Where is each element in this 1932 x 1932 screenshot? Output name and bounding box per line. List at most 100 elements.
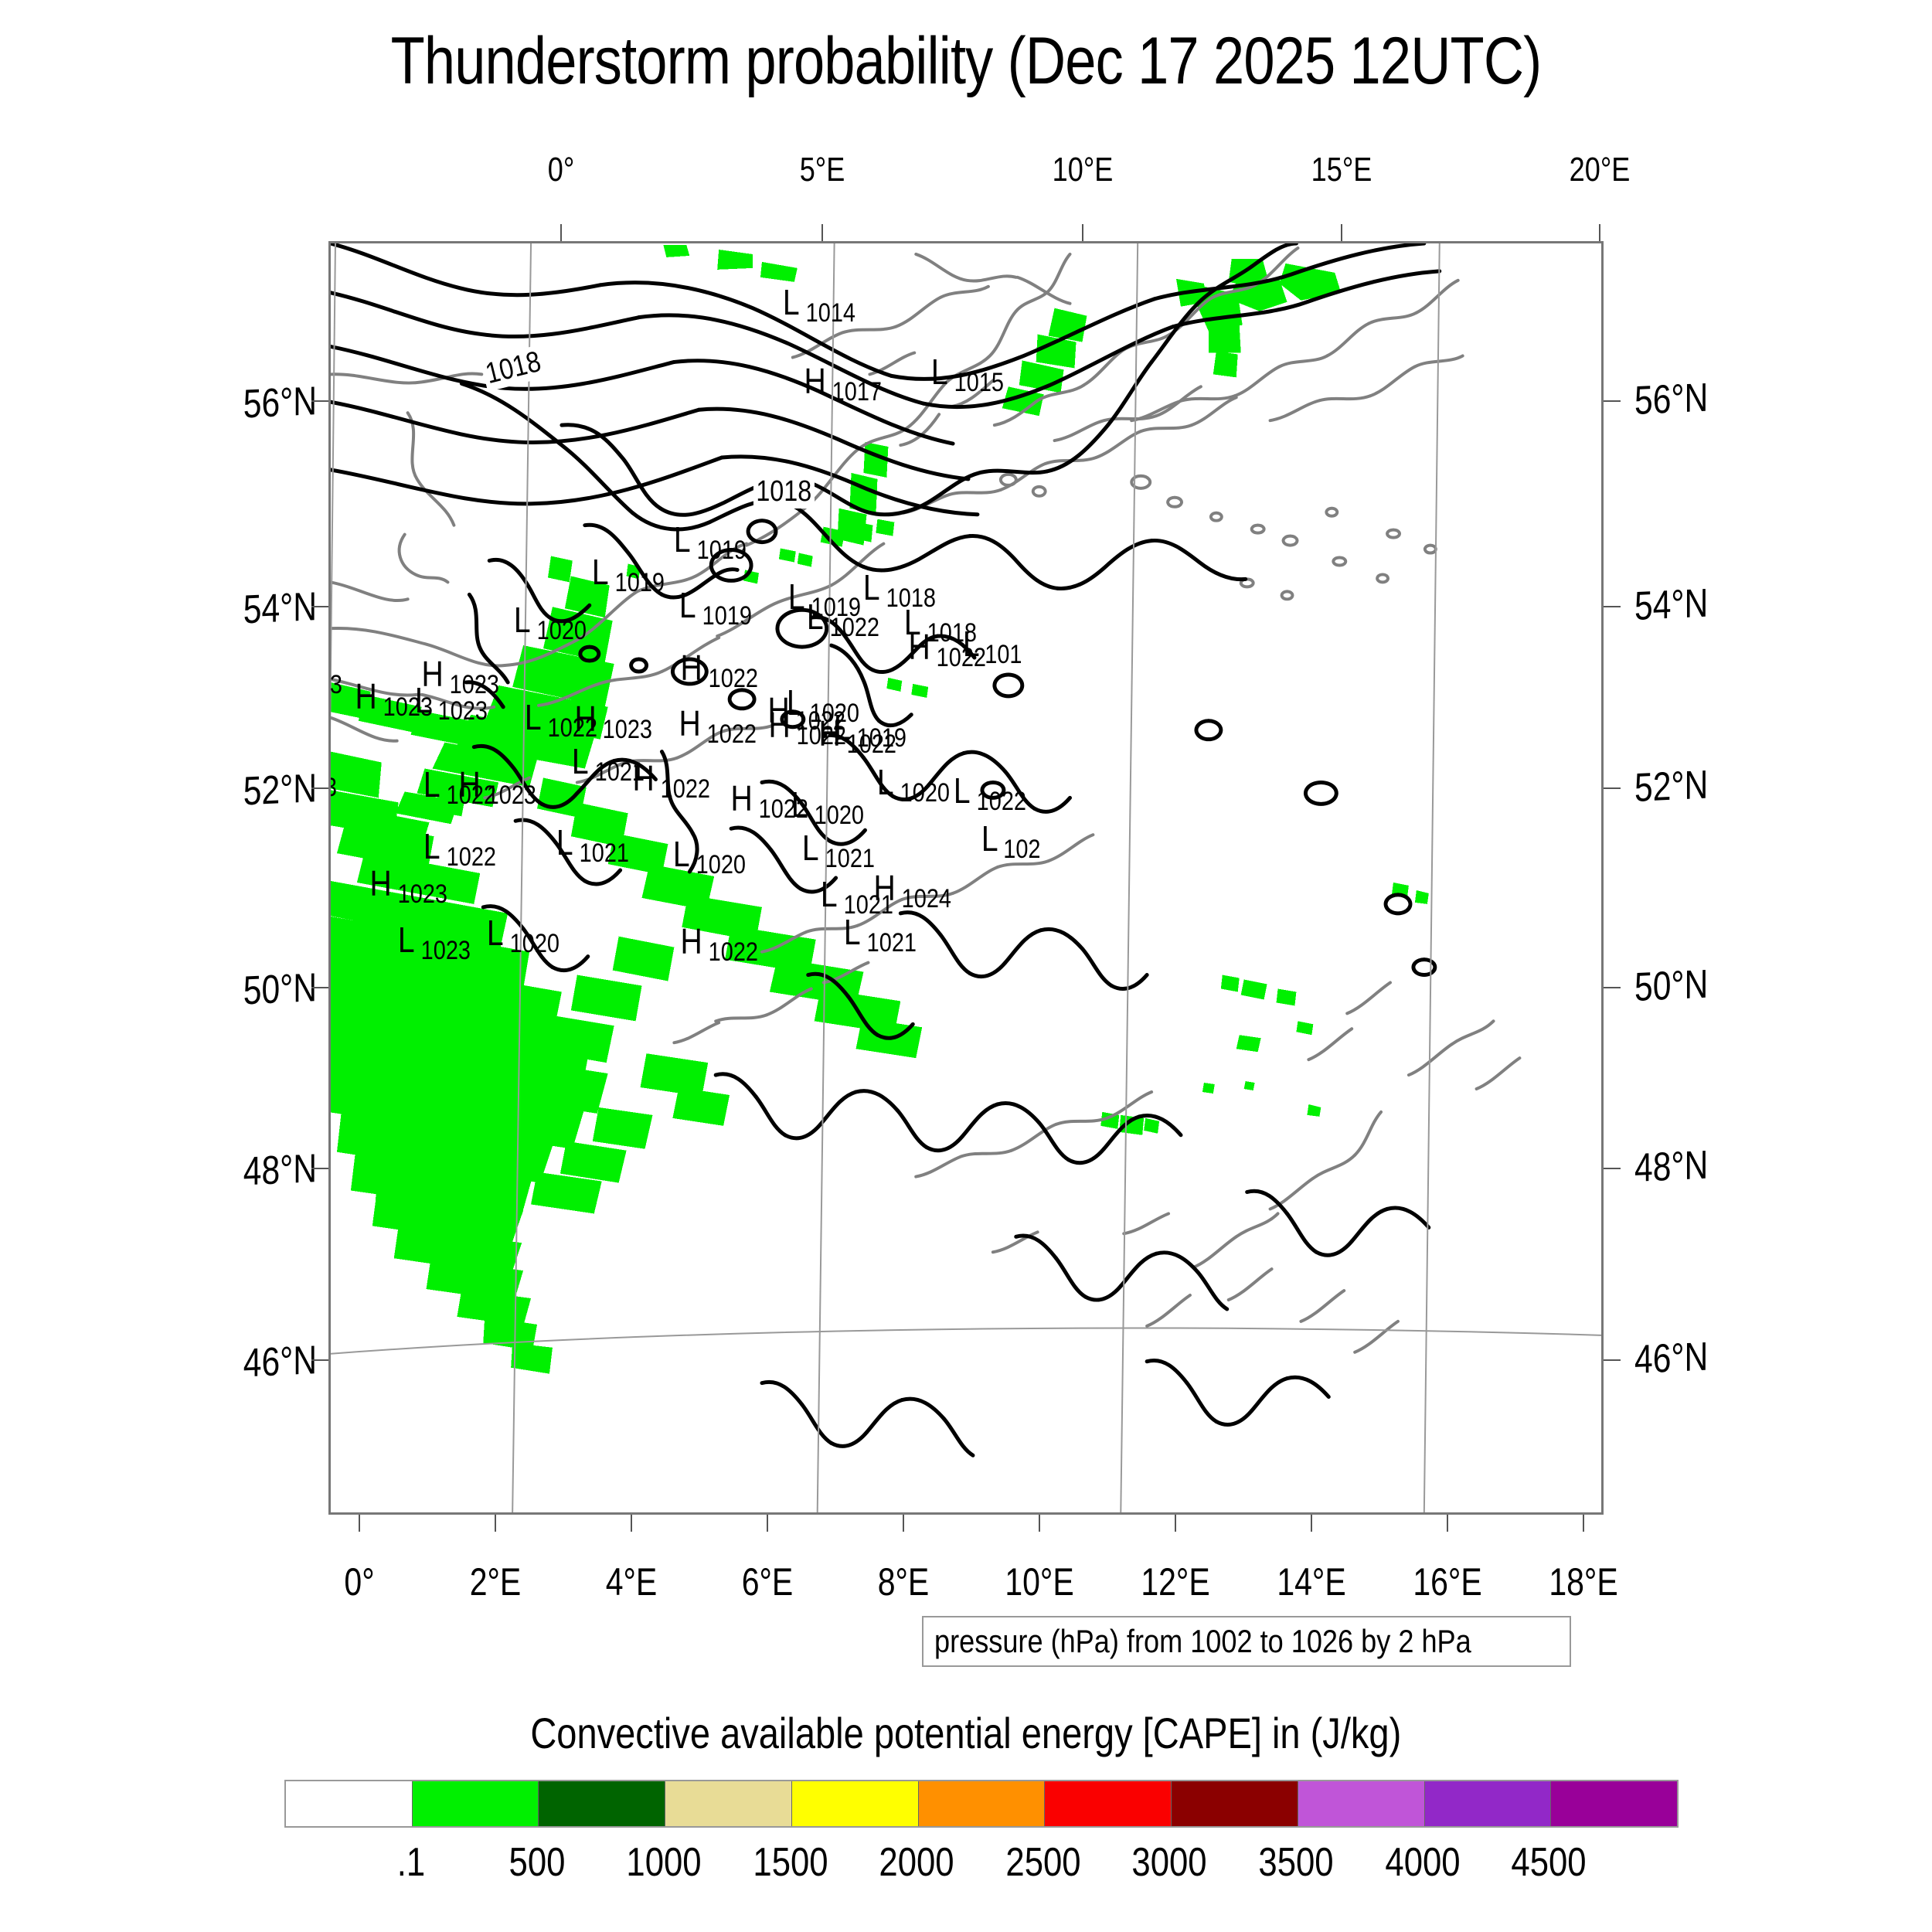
- colorbar-title-text: Convective available potential energy [C…: [530, 1709, 1402, 1757]
- pressure-center-l: L 1020: [513, 600, 587, 645]
- lon-label-top-4: 20°E: [1569, 151, 1631, 189]
- colorbar-segment-2[interactable]: [538, 1781, 665, 1826]
- colorbar-tick-9: 4500: [1511, 1840, 1587, 1885]
- lon-tick-bottom-0: [359, 1515, 360, 1532]
- lon-tick-bottom-4: [903, 1515, 904, 1532]
- lat-tick-right-1: [1604, 606, 1621, 607]
- pressure-center-l: L 102: [981, 818, 1041, 864]
- lat-label-right-2: 52°N: [1634, 762, 1709, 811]
- colorbar-tick-labels: .1 500 1000 1500 2000 2500 3000 3500 4000 4500: [284, 1839, 1675, 1893]
- lat-tick-right-4: [1604, 1168, 1621, 1169]
- colorbar-tick-2: 1000: [626, 1840, 702, 1885]
- lat-label-right-4: 48°N: [1634, 1142, 1709, 1191]
- map-plot-area[interactable]: 1018 1018 L 1014 H 1017 L 1015 L 1019 L 1019 L 1019…: [328, 241, 1604, 1515]
- lon-tick-top-1: [821, 224, 823, 241]
- lon-label-bottom-9: 18°E: [1549, 1560, 1618, 1604]
- lon-label-bottom-5: 10°E: [1005, 1560, 1074, 1604]
- colorbar-tick-5: 2500: [1005, 1840, 1081, 1885]
- lon-label-top-2: 10°E: [1053, 151, 1114, 189]
- lat-label-right-3: 50°N: [1634, 961, 1709, 1010]
- pressure-center-l: L 101: [962, 624, 1022, 669]
- lat-label-left-5: 46°N: [243, 1338, 317, 1386]
- lat-tick-left-5: [311, 1359, 328, 1361]
- lon-label-bottom-4: 8°E: [877, 1560, 930, 1604]
- lon-label-bottom-1: 2°E: [469, 1560, 522, 1604]
- pressure-note-text: pressure (hPa) from 1002 to 1026 by 2 hP…: [934, 1623, 1471, 1659]
- pressure-center-l: L 1020: [486, 913, 560, 958]
- colorbar-segment-8[interactable]: [1297, 1781, 1424, 1826]
- pressure-center-l: L 1020: [791, 784, 864, 830]
- pressure-center-l: L 1018: [862, 567, 936, 613]
- lon-label-top-1: 5°E: [799, 151, 845, 189]
- lat-tick-right-5: [1604, 1359, 1621, 1361]
- colorbar-segment-5[interactable]: [917, 1781, 1045, 1826]
- lat-label-right-0: 56°N: [1634, 375, 1709, 423]
- colorbar-tick-7: 3500: [1258, 1840, 1334, 1885]
- lon-tick-bottom-2: [631, 1515, 632, 1532]
- lat-label-left-4: 48°N: [243, 1146, 317, 1195]
- pressure-center-h: H 1022: [632, 758, 711, 804]
- pressure-center-h: H 1022: [679, 703, 757, 749]
- colorbar-tick-1: 500: [509, 1840, 566, 1885]
- lat-tick-left-3: [311, 987, 328, 988]
- page-title: Thunderstorm probability (Dec 17 2025 12…: [390, 24, 1543, 98]
- colorbar-segment-3[interactable]: [665, 1781, 791, 1826]
- colorbar-tick-0: .1: [396, 1840, 425, 1885]
- pressure-center-h: H 1022: [908, 627, 987, 672]
- lat-label-right-5: 46°N: [1634, 1334, 1709, 1383]
- map-canvas: [331, 243, 1601, 1512]
- colorbar-tick-6: 3000: [1131, 1840, 1208, 1885]
- cape-colorbar[interactable]: [284, 1780, 1679, 1828]
- pressure-center-l: L 1020: [876, 762, 950, 808]
- lon-label-top-3: 15°E: [1311, 151, 1372, 189]
- isobar-layer: [331, 243, 1442, 1458]
- colorbar-segment-10[interactable]: [1550, 1781, 1678, 1826]
- lat-label-right-1: 54°N: [1634, 580, 1709, 629]
- lon-tick-top-3: [1341, 224, 1343, 241]
- colorbar-title: Convective available potential energy [C…: [0, 1708, 1932, 1758]
- lon-tick-bottom-5: [1039, 1515, 1040, 1532]
- lon-tick-bottom-9: [1583, 1515, 1584, 1532]
- pressure-center-l: L 1020: [672, 834, 746, 879]
- lon-label-bottom-2: 4°E: [605, 1560, 658, 1604]
- lon-tick-bottom-1: [495, 1515, 496, 1532]
- lat-tick-right-0: [1604, 400, 1621, 402]
- pressure-center-l: L 1021: [801, 828, 875, 873]
- pressure-center-h: H 1022: [680, 921, 759, 967]
- colorbar-segment-6[interactable]: [1044, 1781, 1172, 1826]
- pressure-center-l: L 1020: [786, 682, 859, 728]
- lon-label-top-0: 0°: [547, 151, 575, 189]
- lon-tick-bottom-6: [1175, 1515, 1176, 1532]
- colorbar-segment-1[interactable]: [411, 1781, 539, 1826]
- graticule-layer: [331, 243, 1601, 1512]
- pressure-center-l: L 1019: [787, 577, 861, 622]
- lon-tick-bottom-7: [1311, 1515, 1312, 1532]
- lon-label-bottom-0: 0°: [344, 1560, 375, 1604]
- colorbar-segment-0[interactable]: [286, 1781, 412, 1826]
- lon-label-bottom-3: 6°E: [741, 1560, 794, 1604]
- lon-label-bottom-7: 14°E: [1277, 1560, 1346, 1604]
- colorbar-segment-9[interactable]: [1423, 1781, 1551, 1826]
- pressure-center-h: H 1017: [804, 361, 883, 406]
- colorbar-segment-4[interactable]: [791, 1781, 918, 1826]
- pressure-center-l: L 1021: [843, 912, 917, 957]
- colorbar-tick-4: 2000: [879, 1840, 954, 1885]
- pressure-center-l: L 1021: [571, 741, 645, 787]
- pressure-center-l: L 1019: [679, 585, 752, 631]
- lon-tick-top-2: [1082, 224, 1084, 241]
- colorbar-segment-7[interactable]: [1171, 1781, 1298, 1826]
- lat-tick-left-4: [311, 1168, 328, 1169]
- lat-tick-right-3: [1604, 987, 1621, 988]
- pressure-center-l: L 1021: [556, 822, 629, 868]
- lat-label-left-0: 56°N: [243, 379, 317, 427]
- pressure-center-l: L 1022: [423, 826, 496, 872]
- lon-tick-bottom-8: [1447, 1515, 1448, 1532]
- lat-label-left-2: 52°N: [243, 766, 317, 815]
